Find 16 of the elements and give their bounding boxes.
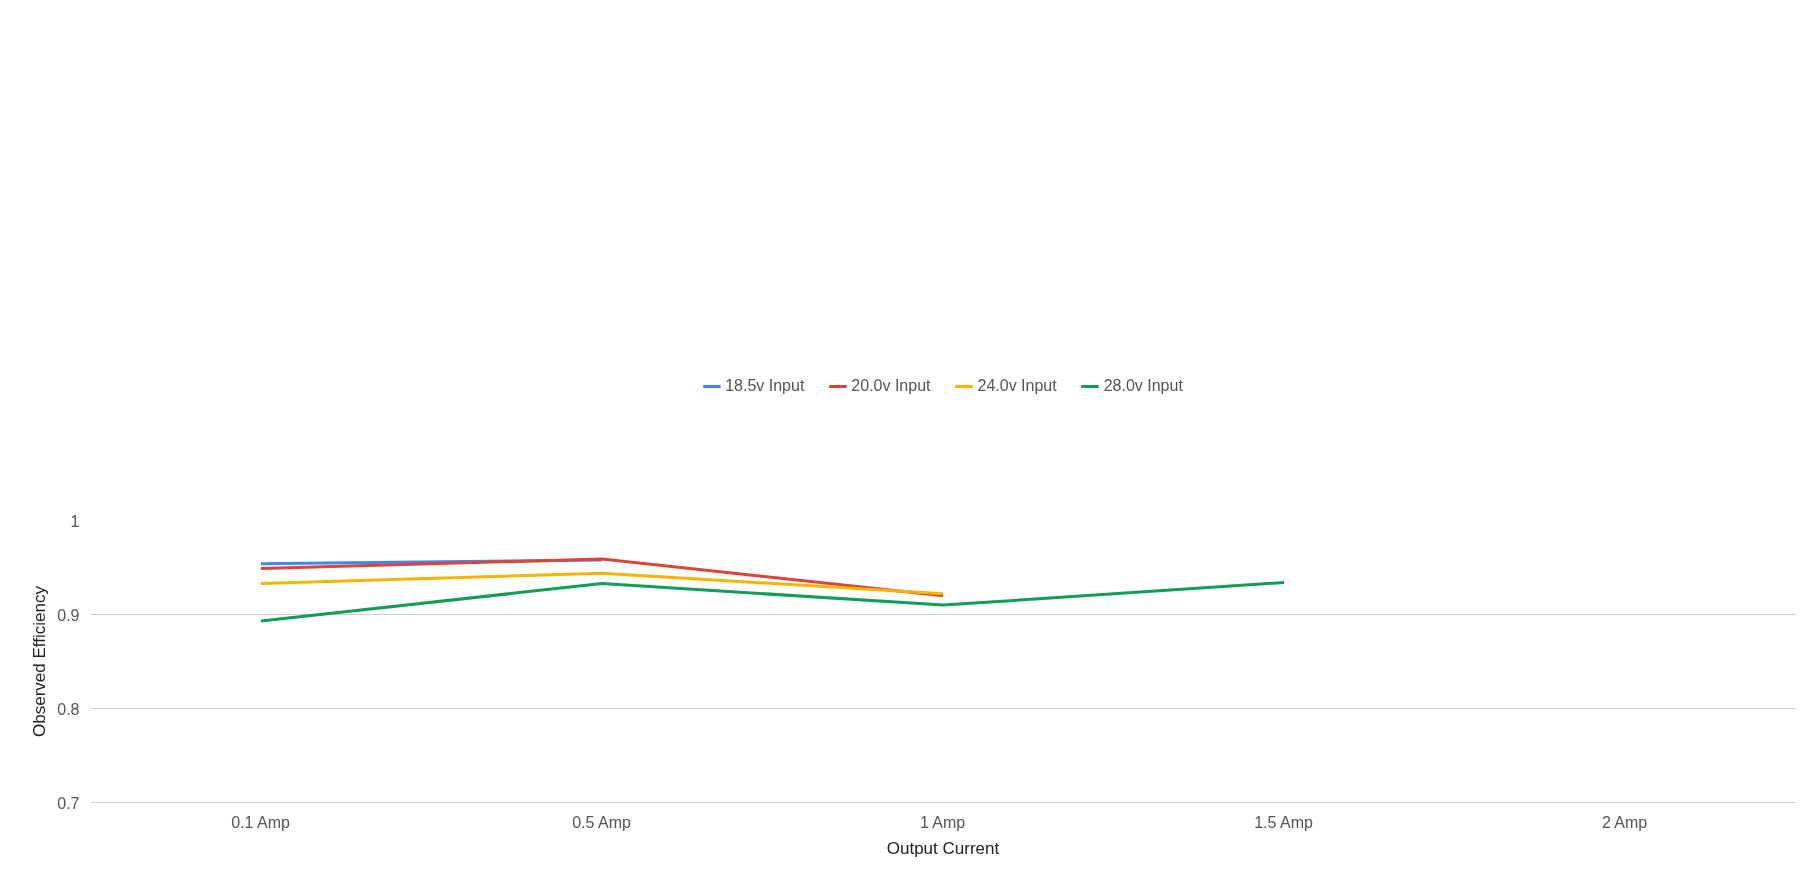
x-tick-label: 0.5 Amp xyxy=(572,813,632,831)
x-axis-title: Output Current xyxy=(886,838,1000,858)
x-tick-label: 1.5 Amp xyxy=(1254,813,1314,831)
x-tick-label: 2 Amp xyxy=(1601,813,1648,831)
y-tick-label: 1 xyxy=(70,512,80,530)
legend-label: 18.5v Input xyxy=(725,376,805,395)
legend-label: 24.0v Input xyxy=(977,376,1057,395)
legend-label: 20.0v Input xyxy=(851,376,931,395)
y-tick-label: 0.8 xyxy=(57,700,80,718)
y-tick-label: 0.9 xyxy=(57,606,80,624)
x-tick-label: 1 Amp xyxy=(919,813,966,831)
y-axis-title: Observed Efficiency xyxy=(30,585,50,737)
y-tick-label: 0.7 xyxy=(57,794,80,812)
legend-label: 28.0v Input xyxy=(1103,376,1183,395)
line-series xyxy=(259,581,1286,623)
x-tick-label: 0.1 Amp xyxy=(231,813,291,831)
